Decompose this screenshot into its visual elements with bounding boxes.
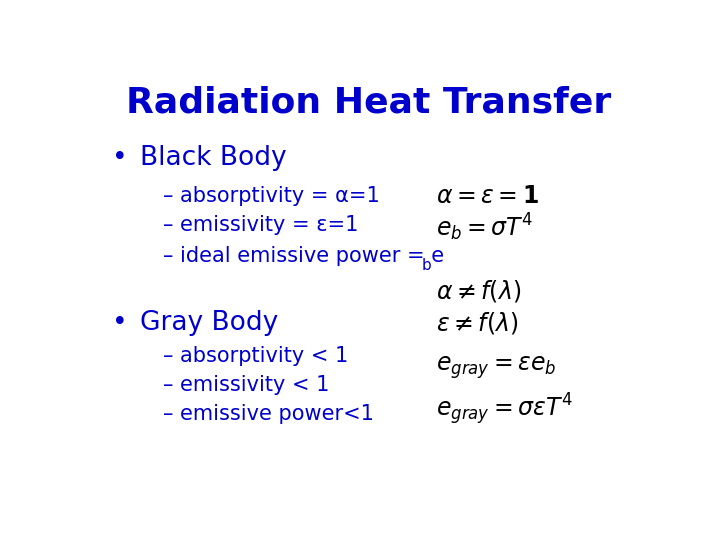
Text: – absorptivity = α=1: – absorptivity = α=1	[163, 186, 379, 206]
Text: Gray Body: Gray Body	[140, 309, 279, 335]
Text: $e_{gray} = \sigma\varepsilon T^4$: $e_{gray} = \sigma\varepsilon T^4$	[436, 391, 573, 427]
Text: – ideal emissive power = e: – ideal emissive power = e	[163, 246, 444, 266]
Text: Black Body: Black Body	[140, 145, 287, 171]
Text: $e_b = \sigma T^4$: $e_b = \sigma T^4$	[436, 211, 534, 242]
Text: – absorptivity < 1: – absorptivity < 1	[163, 346, 348, 366]
Text: b: b	[422, 258, 432, 273]
Text: $\alpha \neq f(\lambda)$: $\alpha \neq f(\lambda)$	[436, 279, 521, 305]
Text: •: •	[112, 145, 128, 171]
Text: •: •	[112, 309, 128, 335]
Text: Radiation Heat Transfer: Radiation Heat Transfer	[127, 85, 611, 119]
Text: $e_{gray} = \varepsilon e_b$: $e_{gray} = \varepsilon e_b$	[436, 354, 557, 381]
Text: – emissive power<1: – emissive power<1	[163, 404, 374, 424]
Text: – emissivity = ε=1: – emissivity = ε=1	[163, 215, 358, 235]
Text: – emissivity < 1: – emissivity < 1	[163, 375, 329, 395]
Text: $\varepsilon \neq f(\lambda)$: $\varepsilon \neq f(\lambda)$	[436, 310, 518, 336]
Text: $\alpha = \varepsilon = \mathbf{1}$: $\alpha = \varepsilon = \mathbf{1}$	[436, 184, 539, 208]
